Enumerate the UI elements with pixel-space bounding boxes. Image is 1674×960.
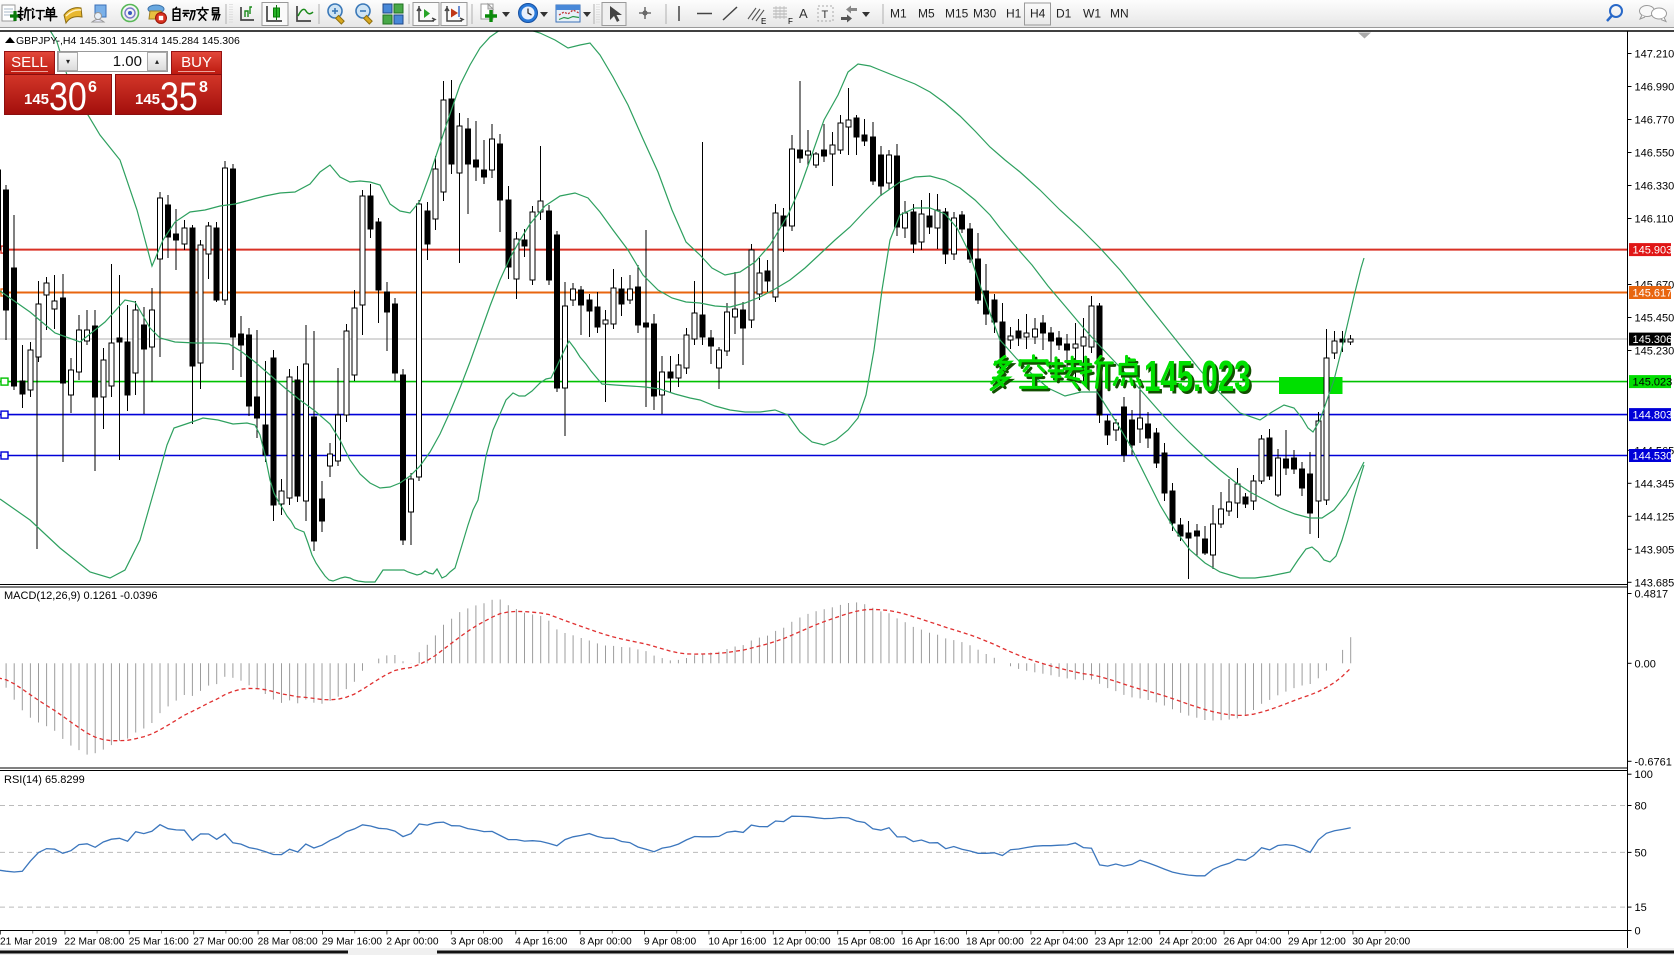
svg-text:-0.6761: -0.6761 xyxy=(1635,756,1672,768)
svg-text:0.4817: 0.4817 xyxy=(1635,589,1669,601)
svg-text:50: 50 xyxy=(1635,847,1647,859)
svg-text:144.125: 144.125 xyxy=(1635,511,1674,523)
svg-text:28 Mar 08:00: 28 Mar 08:00 xyxy=(258,937,318,948)
svg-text:F: F xyxy=(788,17,793,26)
svg-text:9 Apr 08:00: 9 Apr 08:00 xyxy=(644,937,696,948)
svg-text:0: 0 xyxy=(1635,926,1641,938)
svg-text:146.330: 146.330 xyxy=(1635,181,1674,193)
svg-text:10 Apr 16:00: 10 Apr 16:00 xyxy=(708,937,766,948)
svg-text:GBPJPY-,H4 145.301 145.314 14: GBPJPY-,H4 145.301 145.314 145.284 145.3… xyxy=(16,35,240,47)
svg-text:15 Apr 08:00: 15 Apr 08:00 xyxy=(837,937,895,948)
svg-text:26 Apr 04:00: 26 Apr 04:00 xyxy=(1224,937,1282,948)
svg-text:22 Apr 04:00: 22 Apr 04:00 xyxy=(1030,937,1088,948)
svg-text:H4: H4 xyxy=(1030,7,1046,21)
svg-text:146.550: 146.550 xyxy=(1635,148,1674,160)
svg-text:H1: H1 xyxy=(1006,7,1022,21)
svg-text:0.00: 0.00 xyxy=(1635,658,1656,670)
svg-text:143.905: 143.905 xyxy=(1635,544,1674,556)
svg-text:145.306: 145.306 xyxy=(1633,334,1673,346)
svg-text:8 Apr 00:00: 8 Apr 00:00 xyxy=(580,937,632,948)
svg-text:24 Apr 20:00: 24 Apr 20:00 xyxy=(1159,937,1217,948)
svg-text:W1: W1 xyxy=(1083,7,1101,21)
svg-text:145.023: 145.023 xyxy=(1633,377,1673,389)
svg-text:2 Apr 00:00: 2 Apr 00:00 xyxy=(386,937,438,948)
svg-text:21 Mar 2019: 21 Mar 2019 xyxy=(0,937,58,948)
svg-text:145.023: 145.023 xyxy=(1144,351,1251,400)
svg-text:145.903: 145.903 xyxy=(1633,245,1673,257)
svg-text:147.210: 147.210 xyxy=(1635,49,1674,61)
svg-text:29 Apr 12:00: 29 Apr 12:00 xyxy=(1288,937,1346,948)
svg-text:143.685: 143.685 xyxy=(1635,577,1674,589)
svg-text:18 Apr 00:00: 18 Apr 00:00 xyxy=(966,937,1024,948)
svg-text:M30: M30 xyxy=(973,7,997,21)
svg-text:4 Apr 16:00: 4 Apr 16:00 xyxy=(515,937,567,948)
svg-text:M15: M15 xyxy=(945,7,969,21)
svg-text:A: A xyxy=(799,6,808,21)
svg-text:MN: MN xyxy=(1110,7,1129,21)
svg-text:E: E xyxy=(761,17,766,26)
svg-text:15: 15 xyxy=(1635,902,1647,914)
svg-text:146.990: 146.990 xyxy=(1635,82,1674,94)
svg-text:M1: M1 xyxy=(890,7,907,21)
svg-text:16 Apr 16:00: 16 Apr 16:00 xyxy=(902,937,960,948)
svg-text:80: 80 xyxy=(1635,801,1647,813)
svg-text:D1: D1 xyxy=(1056,7,1072,21)
svg-text:27 Mar 00:00: 27 Mar 00:00 xyxy=(193,937,253,948)
svg-text:146.770: 146.770 xyxy=(1635,115,1674,127)
svg-text:145.617: 145.617 xyxy=(1633,288,1673,300)
svg-text:23 Apr 12:00: 23 Apr 12:00 xyxy=(1095,937,1153,948)
svg-text:MACD(12,26,9) 0.1261 -0.0396: MACD(12,26,9) 0.1261 -0.0396 xyxy=(4,590,157,602)
svg-text:30 Apr 20:00: 30 Apr 20:00 xyxy=(1352,937,1410,948)
svg-text:M5: M5 xyxy=(918,7,935,21)
svg-text:12 Apr 00:00: 12 Apr 00:00 xyxy=(773,937,831,948)
svg-text:22 Mar 08:00: 22 Mar 08:00 xyxy=(64,937,124,948)
svg-text:144.803: 144.803 xyxy=(1633,410,1673,422)
svg-text:T: T xyxy=(822,9,829,21)
svg-text:29 Mar 16:00: 29 Mar 16:00 xyxy=(322,937,382,948)
svg-text:146.110: 146.110 xyxy=(1635,214,1674,226)
svg-text:144.345: 144.345 xyxy=(1635,478,1674,490)
svg-text:145.450: 145.450 xyxy=(1635,313,1674,325)
svg-text:145.230: 145.230 xyxy=(1635,346,1674,358)
svg-text:3 Apr 08:00: 3 Apr 08:00 xyxy=(451,937,503,948)
svg-text:100: 100 xyxy=(1635,769,1653,781)
svg-text:25 Mar 16:00: 25 Mar 16:00 xyxy=(129,937,189,948)
svg-text:144.530: 144.530 xyxy=(1633,451,1673,463)
svg-text:RSI(14) 65.8299: RSI(14) 65.8299 xyxy=(4,774,85,786)
